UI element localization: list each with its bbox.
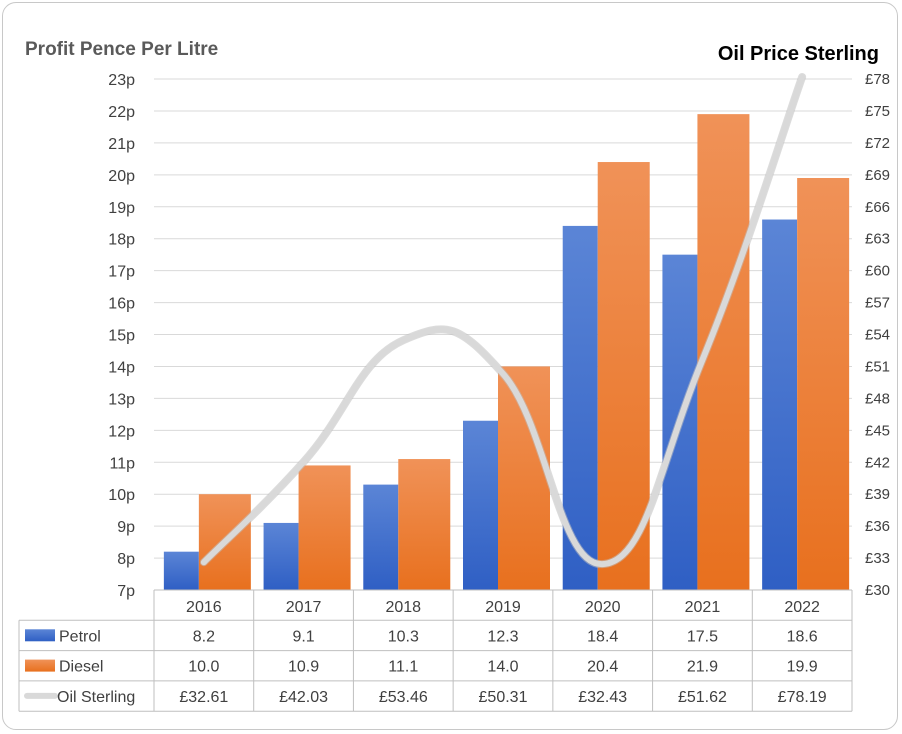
- left-tick-label: 11p: [109, 455, 135, 472]
- table-cell: £32.43: [578, 689, 627, 706]
- table-cell: 10.3: [388, 628, 419, 645]
- left-tick-label: 15p: [108, 328, 135, 345]
- table-cell: 17.5: [687, 628, 718, 645]
- left-tick-label: 20p: [108, 168, 135, 185]
- table-cell: 8.2: [193, 628, 215, 645]
- right-tick-label: £45: [865, 422, 890, 439]
- right-tick-label: £78: [865, 71, 890, 88]
- bar-diesel: [797, 178, 850, 590]
- right-tick-label: £75: [865, 103, 890, 120]
- right-tick-label: £30: [865, 582, 890, 599]
- right-tick-label: £63: [865, 231, 890, 248]
- table-cell: £53.46: [379, 689, 428, 706]
- right-axis-title: Oil Price Sterling: [718, 43, 879, 65]
- combo-chart: Profit Pence Per Litre Oil Price Sterlin…: [18, 39, 890, 712]
- table-cell: 14.0: [487, 659, 518, 676]
- right-tick-label: £54: [865, 327, 890, 344]
- right-tick-label: £66: [865, 199, 890, 216]
- bar-petrol: [163, 551, 199, 590]
- table-cell: 10.0: [188, 659, 219, 676]
- left-tick-label: 14p: [108, 359, 135, 376]
- bar-diesel: [298, 465, 351, 590]
- left-tick-label: 8p: [117, 551, 135, 568]
- table-cell: 12.3: [487, 628, 518, 645]
- category-label: 2019: [485, 599, 521, 616]
- left-tick-label: 7p: [117, 583, 135, 600]
- right-tick-label: £57: [865, 295, 890, 312]
- left-axis-title: Profit Pence Per Litre: [25, 39, 218, 60]
- left-tick-label: 21p: [108, 136, 135, 153]
- table-cell: £51.62: [678, 689, 727, 706]
- table-cell: £50.31: [479, 689, 528, 706]
- table-cell: 21.9: [687, 659, 718, 676]
- left-tick-label: 23p: [108, 72, 135, 89]
- bar-petrol: [363, 484, 399, 590]
- right-tick-label: £48: [865, 390, 890, 407]
- category-label: 2021: [685, 599, 721, 616]
- left-tick-label: 16p: [108, 296, 135, 313]
- category-label: 2022: [784, 599, 820, 616]
- table-cell: £42.03: [279, 689, 328, 706]
- left-tick-label: 10p: [108, 487, 135, 504]
- left-tick-label: 22p: [108, 104, 135, 121]
- oil-sterling-line: [200, 73, 806, 568]
- category-label: 2017: [286, 599, 322, 616]
- table-cell: 19.9: [787, 659, 818, 676]
- left-tick-label: 12p: [108, 423, 135, 440]
- table-cell: 11.1: [388, 659, 418, 676]
- category-label: 2020: [585, 599, 621, 616]
- table-cell: 20.4: [587, 659, 618, 676]
- right-tick-label: £60: [865, 263, 890, 280]
- right-tick-label: £72: [865, 135, 890, 152]
- right-tick-label: £51: [865, 358, 890, 375]
- legend-key-diesel: [25, 659, 55, 672]
- right-tick-label: £69: [865, 167, 890, 184]
- category-label: 2016: [186, 599, 222, 616]
- series-name: Petrol: [59, 628, 101, 645]
- left-tick-label: 19p: [108, 200, 135, 217]
- left-tick-label: 18p: [108, 232, 135, 249]
- series-name: Diesel: [59, 659, 103, 676]
- table-cell: £32.61: [179, 689, 228, 706]
- bar-diesel: [398, 459, 451, 590]
- table-cell: 18.6: [787, 628, 818, 645]
- category-label: 2018: [385, 599, 421, 616]
- right-tick-label: £42: [865, 454, 890, 471]
- series-name: Oil Sterling: [57, 689, 135, 706]
- table-cell: 9.1: [292, 628, 314, 645]
- bar-petrol: [463, 420, 498, 590]
- right-tick-label: £33: [865, 550, 890, 567]
- right-tick-label: £39: [865, 486, 890, 503]
- bar-diesel: [597, 162, 650, 590]
- right-tick-label: £36: [865, 518, 890, 535]
- table-cell: 10.9: [288, 659, 319, 676]
- legend-key-petrol: [25, 629, 55, 642]
- left-tick-label: 17p: [108, 264, 135, 281]
- left-tick-label: 9p: [117, 519, 135, 536]
- table-cell: 18.4: [587, 628, 618, 645]
- bar-petrol: [263, 522, 299, 590]
- left-tick-label: 13p: [108, 391, 135, 408]
- bar-petrol: [762, 219, 798, 590]
- table-cell: £78.19: [778, 689, 827, 706]
